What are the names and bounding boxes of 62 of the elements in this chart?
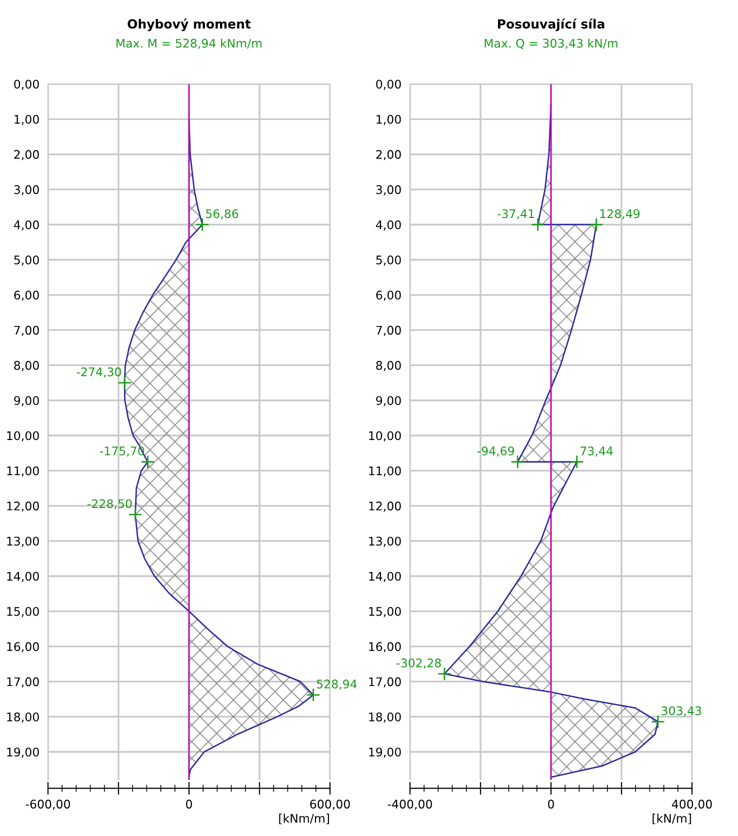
y-tick-label: 16,00 (7, 642, 39, 652)
y-tick-label: 1,00 (14, 114, 39, 126)
y-tick-label: 8,00 (376, 360, 401, 372)
data-label: -302,28 (396, 658, 441, 669)
y-tick-label: 18,00 (7, 712, 39, 723)
data-label: 56,86 (206, 209, 238, 220)
x-axis-title: [kN/m] (652, 814, 691, 824)
y-tick-label: 5,00 (376, 255, 401, 266)
y-tick-label: 11,00 (7, 466, 39, 477)
y-tick-label: 6,00 (376, 290, 401, 301)
y-tick-label: 3,00 (376, 185, 401, 196)
y-tick-label: 5,00 (14, 255, 39, 266)
y-tick-label: 8,00 (14, 360, 39, 372)
chart-title: Ohybový moment (128, 18, 251, 32)
y-tick-label: 9,00 (14, 396, 39, 406)
x-tick-label: -600,00 (26, 800, 70, 810)
data-label: -94,69 (477, 446, 514, 457)
data-label: 128,49 (600, 209, 640, 220)
x-tick-label: -400,00 (388, 800, 432, 810)
y-tick-label: 12,00 (7, 502, 39, 512)
y-tick-label: 18,00 (369, 712, 401, 723)
x-tick-label: 0 (548, 800, 554, 809)
data-label: 528,94 (316, 680, 357, 690)
data-label: 303,43 (662, 706, 702, 716)
data-label: 73,44 (580, 446, 613, 457)
y-tick-label: 2,00 (376, 150, 401, 160)
chart-subtitle: Max. M = 528,94 kNm/m (116, 38, 262, 49)
x-tick-label: 400,00 (672, 800, 712, 810)
y-tick-label: 9,00 (376, 396, 401, 406)
data-label: -274,30 (76, 367, 121, 378)
y-tick-label: 4,00 (14, 220, 39, 230)
y-tick-label: 4,00 (376, 220, 401, 230)
y-tick-label: 7,00 (376, 326, 401, 336)
data-label: -228,50 (88, 499, 132, 510)
x-tick-label: 0 (186, 800, 192, 809)
chart-subtitle: Max. Q = 303,43 kN/m (484, 38, 618, 50)
y-tick-label: 10,00 (369, 431, 401, 442)
y-tick-label: 14,00 (369, 572, 401, 582)
y-tick-label: 17,00 (7, 677, 39, 688)
y-tick-label: 17,00 (369, 677, 401, 688)
y-tick-label: 0,00 (14, 80, 39, 90)
y-tick-label: 6,00 (14, 290, 39, 301)
y-tick-label: 1,00 (376, 114, 401, 126)
y-tick-label: 15,00 (7, 606, 39, 618)
y-tick-label: 15,00 (369, 606, 401, 618)
x-tick-label: 600,00 (310, 800, 350, 810)
data-label: -37,41 (498, 209, 534, 220)
y-tick-label: 13,00 (7, 536, 39, 547)
y-tick-label: 16,00 (369, 642, 401, 652)
y-tick-label: 12,00 (369, 502, 401, 512)
y-tick-label: 7,00 (14, 326, 39, 336)
y-tick-label: 13,00 (369, 536, 401, 547)
y-tick-label: 2,00 (14, 150, 39, 160)
y-tick-label: 3,00 (14, 185, 39, 196)
y-tick-label: 10,00 (7, 431, 39, 442)
y-tick-label: 19,00 (369, 748, 401, 758)
chart-title: Posouvající síla (498, 18, 604, 32)
x-axis-title: [kNm/m] (279, 814, 329, 824)
y-tick-label: 19,00 (7, 748, 39, 758)
y-tick-label: 0,00 (376, 80, 401, 90)
y-tick-label: 14,00 (7, 572, 39, 582)
y-tick-label: 11,00 (369, 466, 401, 477)
